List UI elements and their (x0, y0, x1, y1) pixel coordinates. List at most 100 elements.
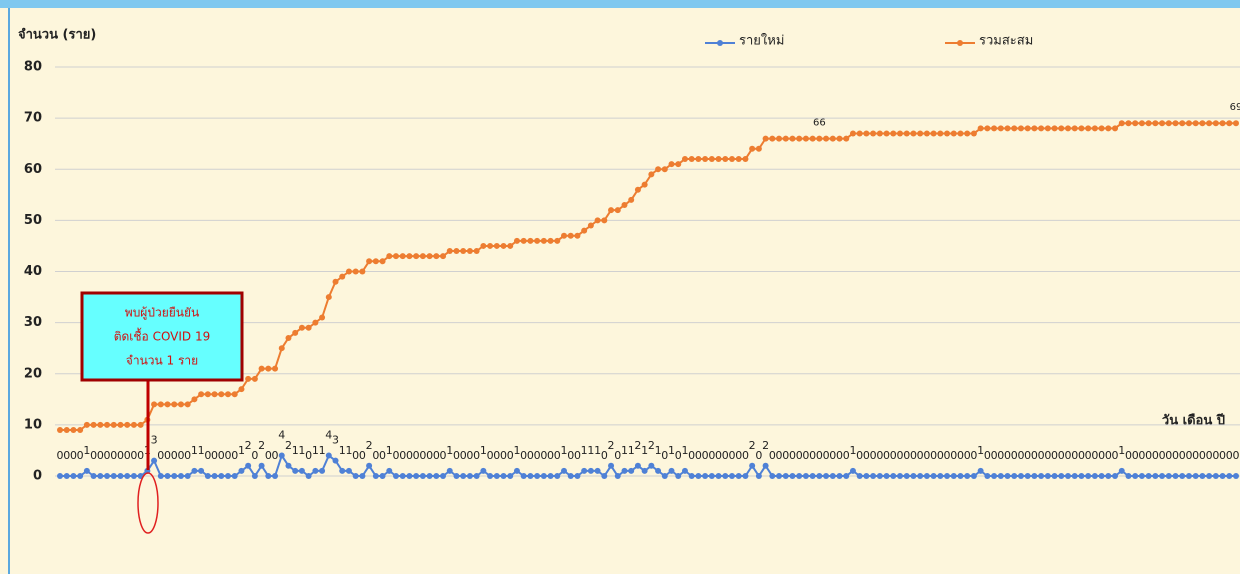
y-tick-label: 70 (24, 111, 42, 126)
data-point (1031, 125, 1038, 132)
data-label: 0 (359, 449, 366, 462)
data-point (157, 401, 164, 408)
data-point (782, 135, 789, 142)
data-point (950, 130, 957, 137)
data-point (1112, 125, 1119, 132)
annotation-box (80, 291, 244, 382)
data-label: 0 (1226, 449, 1233, 462)
data-label: 0 (117, 449, 124, 462)
data-point (225, 473, 231, 479)
data-point (218, 473, 225, 479)
data-label: 0 (1004, 449, 1011, 462)
data-point (191, 396, 198, 403)
data-label: 0 (1206, 449, 1213, 462)
data-label: 0 (204, 449, 211, 462)
data-point (312, 467, 319, 474)
data-point (964, 130, 971, 137)
data-point (507, 242, 514, 249)
y-tick-label: 60 (24, 162, 42, 177)
data-point (453, 248, 460, 255)
data-point (641, 181, 648, 188)
data-label: 0 (487, 449, 494, 462)
data-label: 1 (191, 444, 198, 457)
data-label: 0 (534, 449, 541, 462)
data-point (944, 473, 951, 479)
data-point (83, 421, 90, 428)
data-point (735, 473, 742, 479)
data-point (298, 324, 305, 331)
data-label: 0 (1192, 449, 1199, 462)
data-label: 1 (681, 444, 688, 457)
data-label: 0 (997, 449, 1004, 462)
data-label: 0 (1071, 449, 1078, 462)
data-point (433, 253, 440, 260)
data-point (151, 457, 158, 464)
data-point (285, 462, 292, 469)
data-point (970, 130, 977, 137)
data-point (366, 462, 373, 469)
data-label: 1 (83, 444, 90, 457)
data-point (722, 156, 729, 163)
data-point (1219, 473, 1226, 479)
data-label: 0 (742, 449, 749, 462)
data-label: 0 (493, 449, 500, 462)
data-point (460, 248, 467, 255)
data-point (513, 467, 520, 474)
data-point (1118, 467, 1125, 474)
data-point (319, 314, 326, 321)
data-point (1199, 120, 1206, 127)
data-point (386, 467, 393, 474)
data-point (608, 462, 615, 469)
data-point (567, 232, 574, 239)
data-label: 0 (964, 449, 971, 462)
data-point (117, 421, 124, 428)
data-point (57, 473, 63, 479)
data-point (1038, 125, 1045, 132)
data-point (1044, 473, 1051, 479)
data-point (386, 253, 393, 260)
data-point (917, 473, 924, 479)
data-label: 0 (957, 449, 964, 462)
data-point (110, 421, 117, 428)
data-label: 0 (897, 449, 904, 462)
data-point (715, 156, 722, 163)
data-label: 0 (769, 449, 776, 462)
data-point (184, 401, 191, 408)
data-point (554, 237, 561, 244)
data-point (917, 130, 924, 137)
data-point (1031, 473, 1038, 479)
data-label: 2 (648, 439, 655, 452)
data-label: 1 (1118, 444, 1125, 457)
data-point (272, 365, 279, 372)
data-point (1085, 125, 1092, 132)
data-point (776, 473, 783, 479)
data-label: 1 (621, 444, 628, 457)
data-label: 0 (574, 449, 581, 462)
data-point (352, 473, 359, 479)
data-point (1017, 125, 1024, 132)
data-label: 0 (1112, 449, 1119, 462)
data-point (339, 273, 346, 280)
data-label: 1 (977, 444, 984, 457)
data-point (440, 473, 447, 479)
data-point (413, 253, 420, 260)
data-point (755, 145, 762, 152)
data-point (426, 473, 433, 479)
data-point (117, 473, 124, 479)
data-point (883, 130, 890, 137)
data-point (897, 130, 903, 137)
data-point (393, 253, 399, 260)
data-point (688, 156, 695, 163)
data-point (419, 473, 426, 479)
data-point (574, 232, 581, 239)
data-label: 0 (688, 449, 695, 462)
data-point (1105, 473, 1112, 479)
data-point (856, 473, 863, 479)
data-label: 2 (245, 439, 252, 452)
data-label: 1 (339, 444, 346, 457)
data-point (332, 457, 339, 464)
data-label: 1 (292, 444, 299, 457)
data-label: 3 (151, 434, 158, 447)
data-label: 0 (1199, 449, 1206, 462)
data-point (480, 242, 487, 249)
